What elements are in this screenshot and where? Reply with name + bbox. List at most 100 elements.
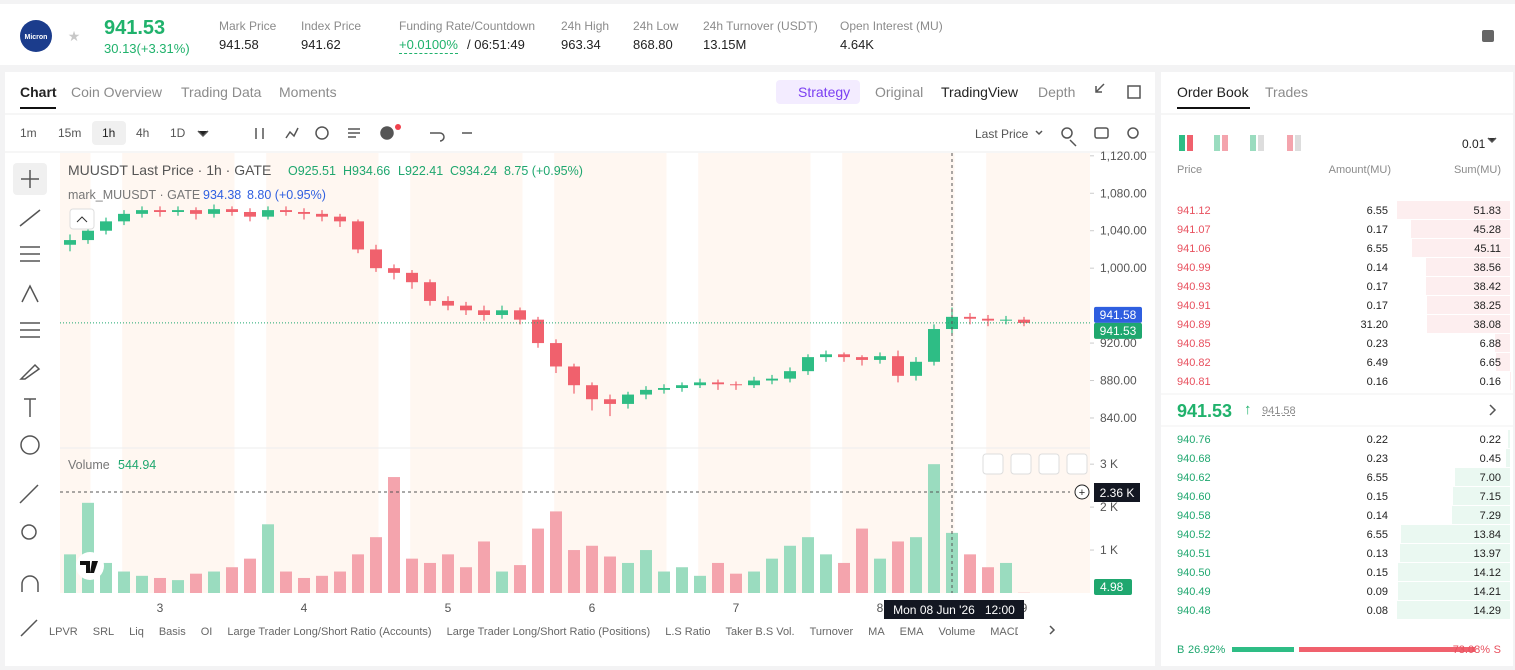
ob-amount: 0.17 xyxy=(1366,281,1388,293)
ob-price: 940.58 xyxy=(1177,510,1211,522)
candle-body xyxy=(406,272,418,283)
volume-bar xyxy=(730,573,742,593)
price-change: 30.13(+3.31%) xyxy=(104,41,190,56)
candle-body xyxy=(712,382,724,385)
depth-bar xyxy=(1399,544,1510,562)
depth-bar xyxy=(1453,487,1510,505)
candle-body xyxy=(766,378,778,381)
candle-body xyxy=(460,305,472,311)
candle-body xyxy=(298,211,310,214)
volume-tag xyxy=(1094,579,1132,595)
pane-tool[interactable] xyxy=(982,453,1004,475)
sell-label: S xyxy=(1493,644,1501,656)
ob-sum: 6.88 xyxy=(1479,338,1501,350)
depth-bar xyxy=(1425,258,1510,276)
crosshair-value-box xyxy=(1094,483,1140,502)
ob-sum: 51.83 xyxy=(1473,205,1501,217)
view-tab[interactable]: TradingView xyxy=(941,84,1019,100)
chart-tab[interactable]: Moments xyxy=(279,84,337,100)
volume-bar xyxy=(748,571,760,593)
candle-body xyxy=(154,210,166,212)
volume-bar xyxy=(874,558,886,593)
volume-bar xyxy=(622,562,634,593)
indicator-tab[interactable]: Basis xyxy=(158,626,186,638)
ob-amount: 0.23 xyxy=(1366,453,1388,465)
indicator-tab[interactable]: EMA xyxy=(899,626,924,638)
candle-body xyxy=(388,268,400,273)
indicator-tab[interactable]: LPVR xyxy=(49,626,78,638)
stat-value: 13.15M xyxy=(703,37,747,52)
indicator-tab[interactable]: Taker B.S Vol. xyxy=(725,626,795,638)
volume-bar xyxy=(514,565,526,593)
x-tick-label: 7 xyxy=(733,601,740,615)
ob-amount: 0.15 xyxy=(1366,567,1388,579)
candle-body xyxy=(352,221,364,250)
indicator-tab[interactable]: L.S Ratio xyxy=(665,626,711,638)
candle-body xyxy=(1000,319,1012,321)
indicator-tab[interactable]: SRL xyxy=(92,626,115,638)
price-type: Last Price xyxy=(975,127,1029,141)
session-band xyxy=(954,153,987,593)
view-tab[interactable]: Depth xyxy=(1038,84,1076,100)
volume-legend-value: 544.94 xyxy=(118,458,156,472)
tool-icons[interactable] xyxy=(13,83,1497,637)
interval[interactable]: 15m xyxy=(58,126,82,140)
stat-label: Index Price xyxy=(301,19,362,33)
ob-amount: 0.22 xyxy=(1366,434,1388,446)
chart-tab[interactable]: Trading Data xyxy=(181,84,262,100)
view-tab[interactable]: Original xyxy=(875,84,924,100)
favorite-star[interactable]: ★ xyxy=(68,28,81,44)
volume-bar xyxy=(982,567,994,593)
depth-bar xyxy=(1232,647,1295,652)
ob-sum: 0.45 xyxy=(1479,453,1501,465)
ob-sum: 14.29 xyxy=(1473,605,1501,617)
volume-bar xyxy=(550,511,562,593)
candle-body xyxy=(550,343,562,367)
volume-bar xyxy=(118,571,130,593)
mark-legend-value: 934.38 xyxy=(203,188,241,202)
view-tab: Strategy xyxy=(798,84,851,100)
candle-body xyxy=(622,394,634,404)
depth-toggles[interactable] xyxy=(1179,135,1301,151)
crosshair-add xyxy=(1074,484,1090,500)
crosshair-time-box xyxy=(884,600,1024,619)
strategy-pill[interactable] xyxy=(776,80,860,104)
indicator-tab[interactable]: Large Trader Long/Short Ratio (Positions… xyxy=(446,626,651,638)
y-tick-label: 1 K xyxy=(1100,543,1118,557)
indicator-tab[interactable]: Large Trader Long/Short Ratio (Accounts) xyxy=(227,626,432,638)
pane-tool[interactable] xyxy=(1066,453,1088,475)
ob-price: 941.12 xyxy=(1177,205,1211,217)
ob-amount: 0.17 xyxy=(1366,300,1388,312)
ob-sum: 0.16 xyxy=(1479,376,1501,388)
y-tick-label: 840.00 xyxy=(1100,411,1137,425)
stat-label: Funding Rate/Countdown xyxy=(399,19,536,33)
indicator-tab[interactable]: Volume xyxy=(938,626,976,638)
indicator-tab[interactable]: MA xyxy=(868,626,885,638)
volume-bar xyxy=(190,573,202,593)
indicator-tab[interactable]: OI xyxy=(200,626,213,638)
chart-tab[interactable]: Chart xyxy=(20,84,57,100)
candle-body xyxy=(784,371,796,379)
indicator-tab[interactable]: Liq xyxy=(129,626,144,638)
interval[interactable]: 1h xyxy=(102,126,116,140)
ob-amount: 0.16 xyxy=(1366,376,1388,388)
volume-bar xyxy=(604,556,616,593)
ob-price: 940.93 xyxy=(1177,281,1211,293)
indicator-tab[interactable]: MACD xyxy=(990,626,1018,638)
pane-tool[interactable] xyxy=(1010,453,1032,475)
ob-amount: 0.14 xyxy=(1366,262,1388,274)
interval[interactable]: 1m xyxy=(20,126,37,140)
indicator-tab[interactable]: Turnover xyxy=(809,626,854,638)
depth-bar xyxy=(1426,296,1510,314)
depth-bar xyxy=(1411,220,1510,238)
candle-body xyxy=(190,210,202,214)
interval[interactable]: 1D xyxy=(170,126,186,140)
volume-bar xyxy=(676,567,688,593)
candle-body xyxy=(568,366,580,386)
candle-body xyxy=(208,209,220,214)
pane-tool[interactable] xyxy=(1038,453,1060,475)
interval[interactable]: 4h xyxy=(136,126,150,140)
layout-icon[interactable] xyxy=(1482,30,1494,42)
chart-tab[interactable]: Coin Overview xyxy=(71,84,163,100)
